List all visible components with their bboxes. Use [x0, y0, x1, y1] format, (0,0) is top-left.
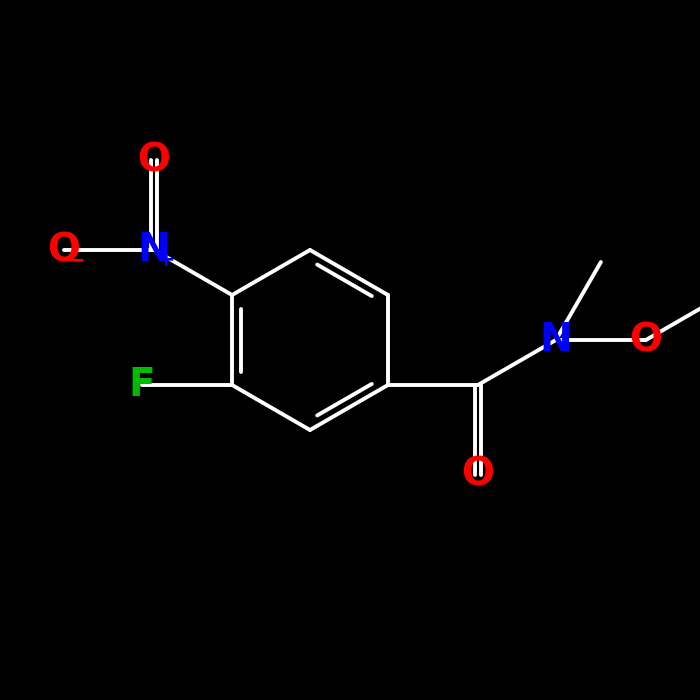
Text: N: N — [540, 321, 572, 359]
Text: F: F — [129, 366, 155, 404]
Text: +: + — [157, 250, 176, 270]
Text: O: O — [629, 321, 662, 359]
Text: O: O — [48, 231, 80, 269]
Text: −: − — [66, 250, 85, 270]
Text: O: O — [461, 456, 494, 494]
Text: N: N — [138, 231, 170, 269]
Text: O: O — [138, 141, 171, 179]
